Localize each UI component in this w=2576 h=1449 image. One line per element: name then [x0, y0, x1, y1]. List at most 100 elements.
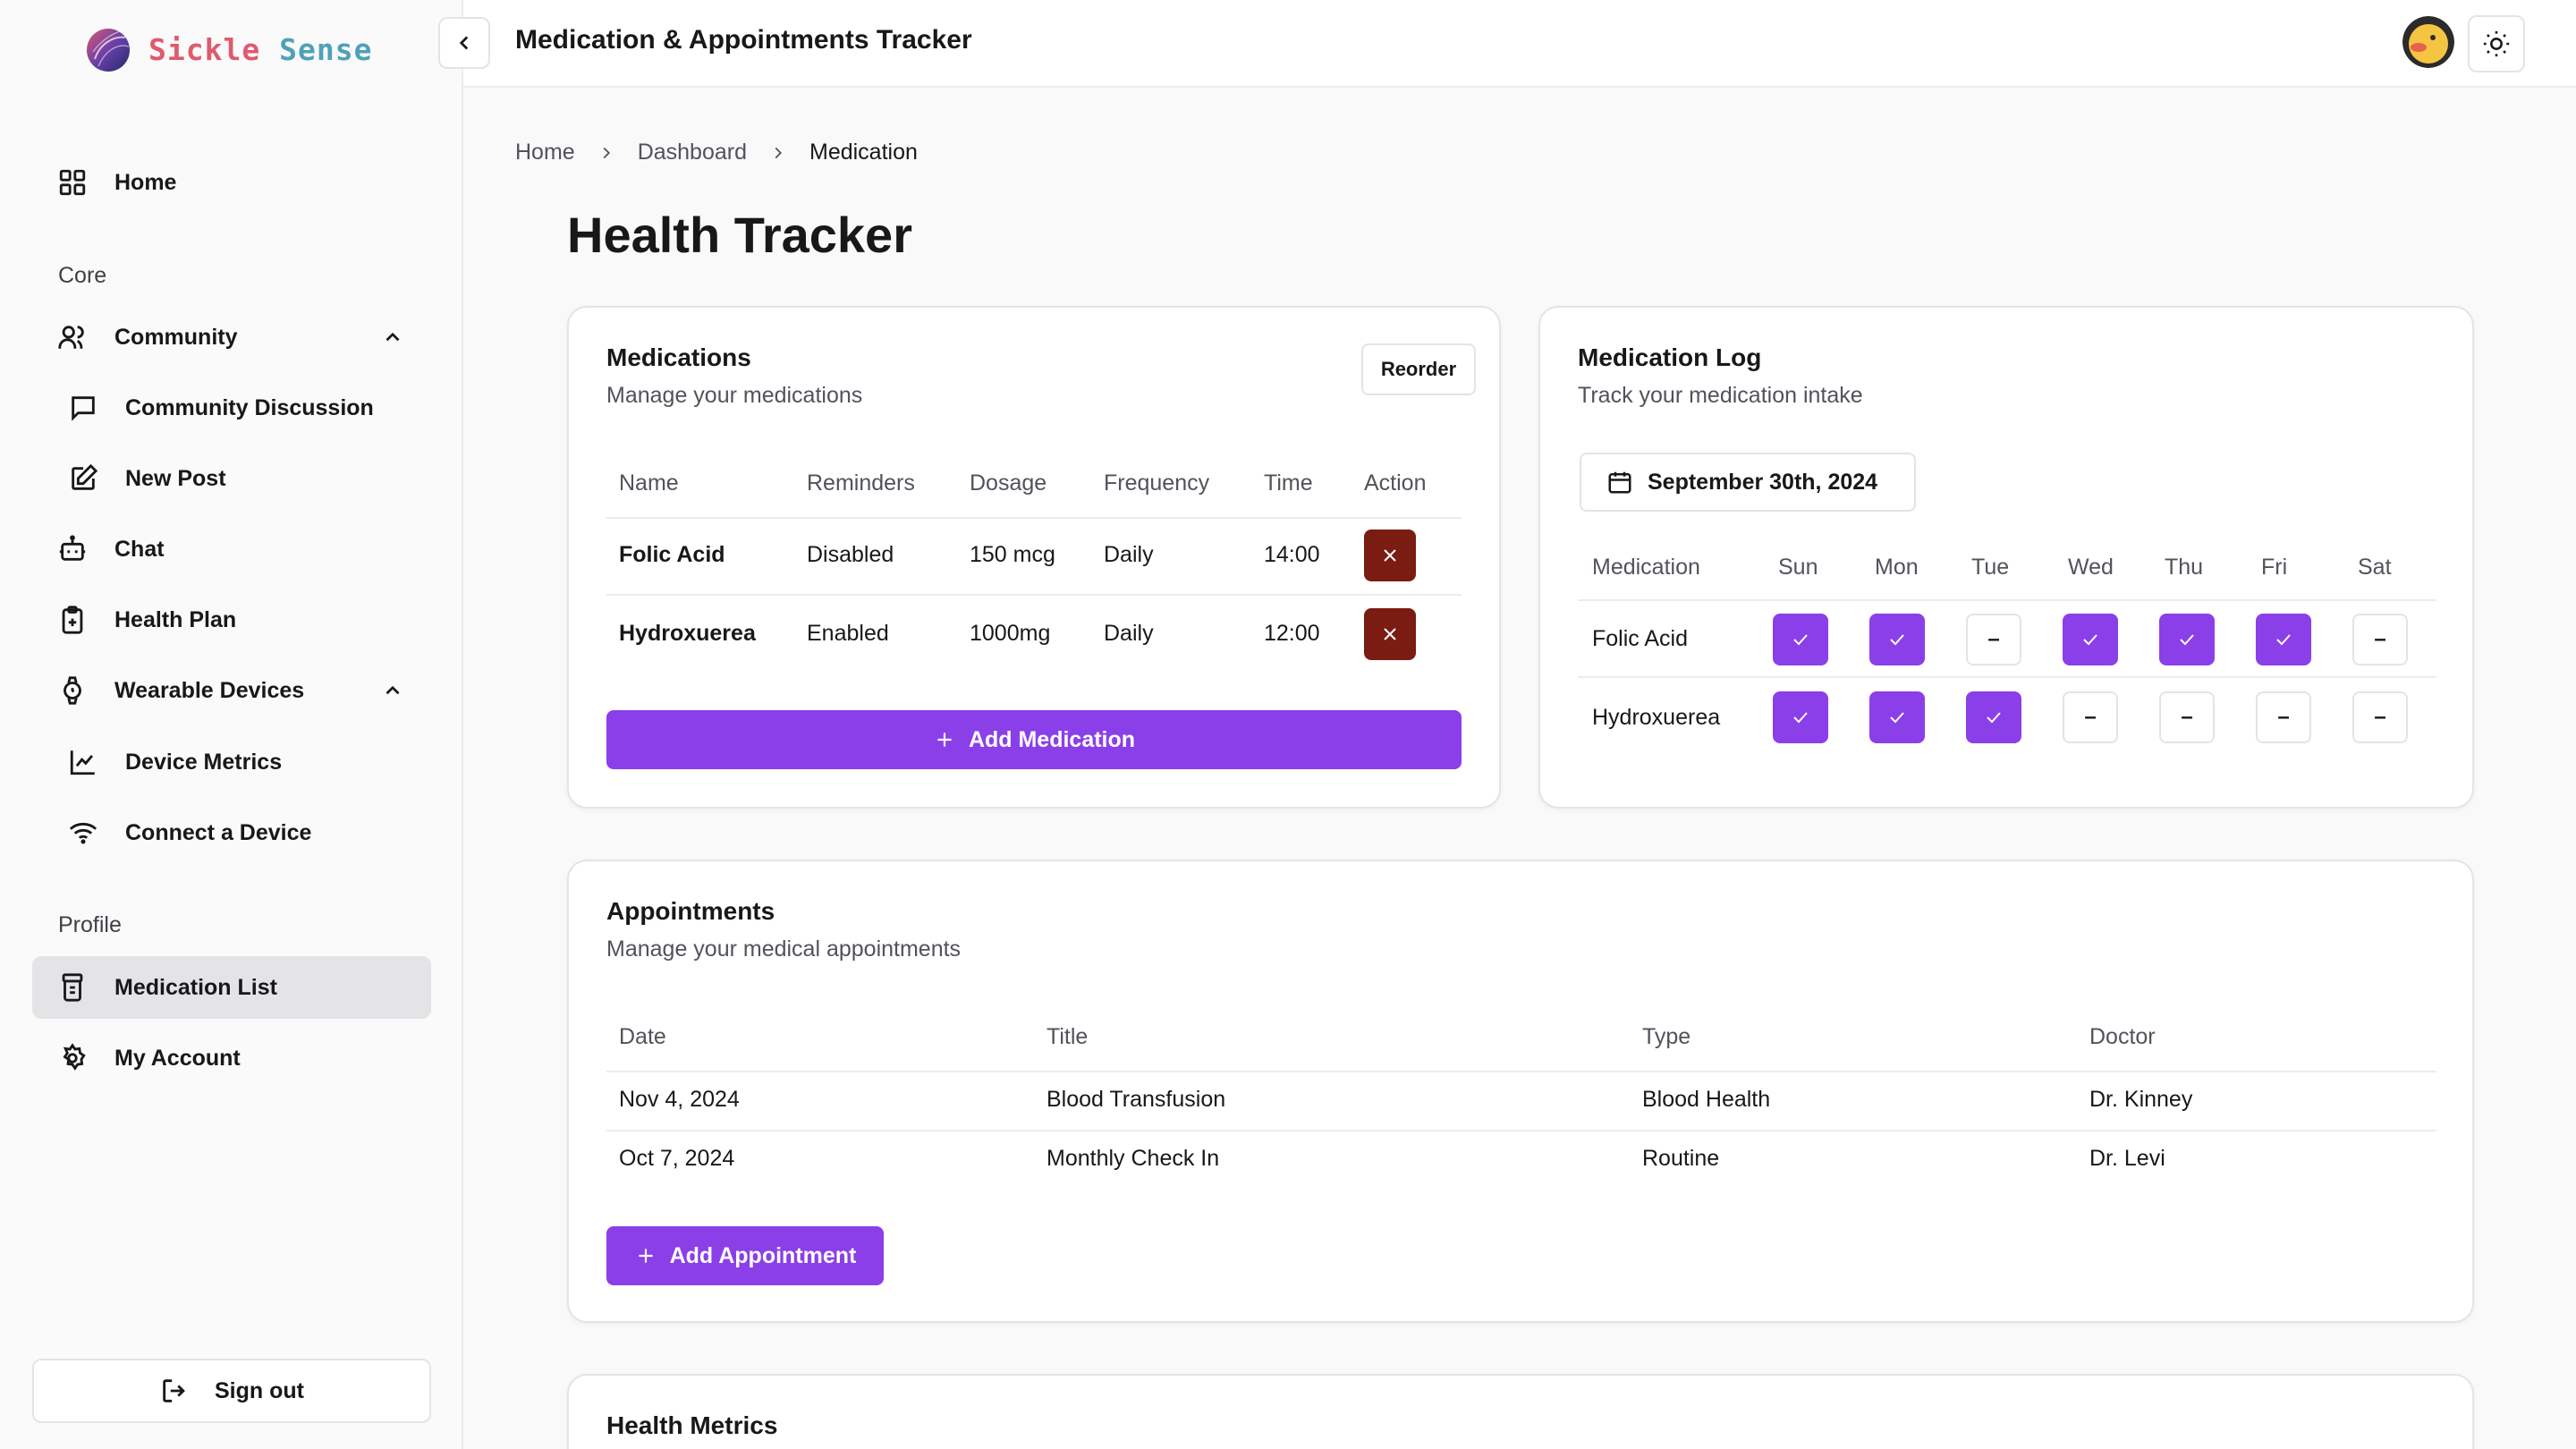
medication-frequency: Daily — [1104, 542, 1154, 567]
medication-reminders: Disabled — [807, 542, 894, 567]
breadcrumb-current: Medication — [809, 140, 918, 165]
chevron-up-icon[interactable] — [381, 679, 404, 702]
medication-log-subtitle: Track your medication intake — [1578, 383, 1863, 408]
check-icon — [2276, 634, 2291, 646]
divider — [606, 1071, 2436, 1072]
sidebar-item-label: My Account — [114, 1045, 241, 1071]
sidebar-item-label: Home — [114, 169, 177, 195]
column-header-sat: Sat — [2358, 555, 2392, 580]
delete-medication-button[interactable] — [1364, 530, 1416, 581]
breadcrumb: Home Dashboard Medication — [515, 140, 918, 165]
sidebar-item-health-plan[interactable]: Health Plan — [32, 589, 431, 651]
add-medication-button[interactable]: Add Medication — [606, 710, 1462, 769]
appointment-doctor: Dr. Levi — [2089, 1146, 2165, 1171]
health-metrics-title: Health Metrics — [606, 1411, 778, 1439]
column-header-thu: Thu — [2165, 555, 2204, 580]
breadcrumb-home[interactable]: Home — [515, 140, 575, 165]
sidebar-item-home[interactable]: Home — [32, 151, 431, 214]
check-icon — [1890, 712, 1904, 724]
intake-checkbox-wed[interactable] — [2063, 614, 2118, 665]
not-taken-glyph: – — [1987, 627, 2000, 651]
check-icon — [1890, 634, 1904, 646]
message-square-icon — [68, 393, 98, 423]
column-header-reminders: Reminders — [807, 470, 915, 496]
not-taken-glyph: – — [2277, 705, 2290, 729]
sidebar-item-label: Connect a Device — [125, 819, 312, 845]
intake-checkbox-wed[interactable]: – — [2063, 691, 2118, 743]
theme-toggle-button[interactable] — [2468, 15, 2525, 72]
breadcrumb-dashboard[interactable]: Dashboard — [637, 140, 747, 165]
wifi-icon — [68, 818, 98, 848]
log-medication-name: Folic Acid — [1592, 626, 1688, 651]
sidebar-item-wearable-devices[interactable]: Wearable Devices — [32, 659, 431, 722]
plus-icon — [937, 733, 952, 747]
intake-checkbox-sun[interactable] — [1773, 614, 1828, 665]
intake-checkbox-sun[interactable] — [1773, 691, 1828, 743]
divider — [606, 517, 1462, 519]
not-taken-glyph: – — [2084, 705, 2097, 729]
page-title: Health Tracker — [567, 207, 912, 263]
column-header-frequency: Frequency — [1104, 470, 1210, 496]
column-header-doctor: Doctor — [2089, 1024, 2156, 1049]
intake-checkbox-tue[interactable] — [1966, 691, 2021, 743]
intake-checkbox-mon[interactable] — [1869, 614, 1925, 665]
appointment-date: Nov 4, 2024 — [619, 1087, 740, 1112]
intake-checkbox-fri[interactable] — [2256, 614, 2311, 665]
intake-checkbox-mon[interactable] — [1869, 691, 1925, 743]
column-header-medication: Medication — [1592, 555, 1700, 580]
appointment-type: Blood Health — [1642, 1087, 1771, 1112]
watch-icon — [57, 675, 88, 706]
health-metrics-card: Health Metrics — [567, 1374, 2474, 1449]
sidebar-item-device-metrics[interactable]: Device Metrics — [32, 731, 431, 793]
sidebar-item-chat[interactable]: Chat — [32, 518, 431, 580]
avatar[interactable] — [2402, 16, 2454, 68]
calendar-icon — [1608, 471, 1631, 494]
medication-time: 14:00 — [1264, 542, 1320, 567]
collapse-sidebar-button[interactable] — [438, 17, 490, 69]
intake-checkbox-sat[interactable]: – — [2352, 691, 2408, 743]
chevron-up-icon[interactable] — [381, 326, 404, 349]
column-header-date: Date — [619, 1024, 666, 1049]
sidebar-item-community[interactable]: Community — [32, 306, 431, 369]
intake-checkbox-thu[interactable] — [2159, 614, 2215, 665]
medication-log-title: Medication Log — [1578, 343, 1762, 371]
sidebar-item-new-post[interactable]: New Post — [32, 447, 431, 510]
delete-medication-button[interactable] — [1364, 608, 1416, 660]
log-out-icon — [163, 1379, 185, 1402]
not-taken-glyph: – — [2374, 705, 2386, 729]
sign-out-button[interactable]: Sign out — [32, 1359, 431, 1423]
sidebar-item-my-account[interactable]: My Account — [32, 1027, 431, 1089]
add-appointment-button[interactable]: Add Appointment — [606, 1226, 884, 1285]
bot-icon — [57, 534, 88, 564]
grid-icon — [57, 167, 88, 198]
medication-dosage: 1000mg — [970, 621, 1051, 646]
divider — [1578, 676, 2436, 678]
sidebar-item-label: New Post — [125, 465, 226, 491]
intake-checkbox-sat[interactable]: – — [2352, 614, 2408, 665]
intake-checkbox-fri[interactable]: – — [2256, 691, 2311, 743]
not-taken-glyph: – — [2181, 705, 2193, 729]
brand-logo[interactable]: Sickle Sense — [84, 23, 372, 75]
sidebar-item-label: Chat — [114, 536, 165, 562]
pill-bottle-icon — [57, 972, 88, 1003]
divider — [606, 1130, 2436, 1131]
medication-time: 12:00 — [1264, 621, 1320, 646]
medications-subtitle: Manage your medications — [606, 383, 863, 408]
column-header-tue: Tue — [1971, 555, 2010, 580]
top-header — [463, 0, 2576, 88]
sidebar-item-medication-list[interactable]: Medication List — [32, 956, 431, 1019]
column-header-dosage: Dosage — [970, 470, 1047, 496]
appointment-title: Monthly Check In — [1046, 1146, 1220, 1171]
intake-checkbox-thu[interactable]: – — [2159, 691, 2215, 743]
section-label-profile: Profile — [58, 912, 122, 937]
appointments-subtitle: Manage your medical appointments — [606, 936, 962, 962]
sidebar-item-connect-device[interactable]: Connect a Device — [32, 801, 431, 864]
brand-logo-icon — [87, 29, 130, 72]
sidebar-item-label: Medication List — [114, 974, 277, 1000]
sun-icon — [2483, 30, 2510, 57]
appointment-title: Blood Transfusion — [1046, 1087, 1226, 1112]
intake-checkbox-tue[interactable]: – — [1966, 614, 2021, 665]
date-picker-button[interactable]: September 30th, 2024 — [1580, 453, 1916, 512]
reorder-button[interactable]: Reorder — [1361, 343, 1476, 395]
sidebar-item-community-discussion[interactable]: Community Discussion — [32, 377, 431, 439]
